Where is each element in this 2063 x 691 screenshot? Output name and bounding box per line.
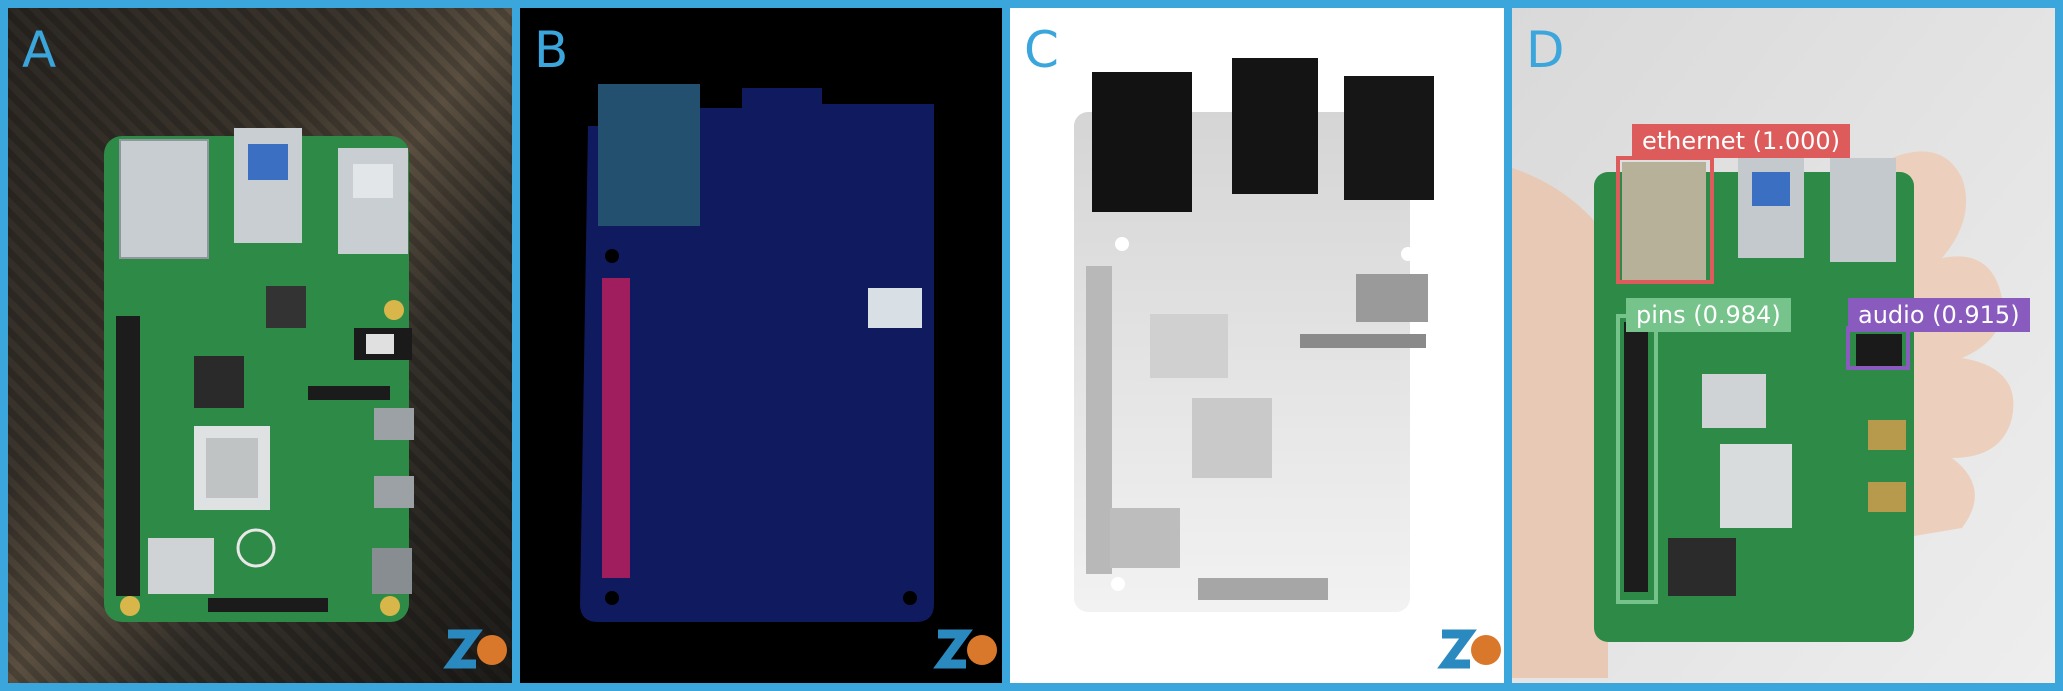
panel-a-render: A: [0, 0, 522, 691]
pcb-board: [104, 128, 414, 622]
watermark-logo: [933, 629, 997, 669]
panel-b-segmentation: B: [512, 0, 1012, 691]
ethernet-label: ethernet (1.000): [1632, 124, 1851, 158]
watermark-logo: [443, 629, 507, 669]
segmentation-audio: [868, 288, 922, 328]
pins-label: pins (0.984): [1626, 298, 1791, 332]
detection-photo: [1512, 8, 2055, 683]
audio-label: audio (0.915): [1848, 298, 2030, 332]
panel-label: C: [1024, 21, 1059, 79]
segmentation-ethernet: [598, 84, 700, 226]
panel-label: A: [22, 21, 57, 79]
panel-d-detection: D ethernet (1.000) pins (0.984) audio (0…: [1504, 0, 2063, 691]
panel-c-depth: C: [1002, 0, 1514, 691]
ethernet-box: [1616, 156, 1714, 284]
panel-label: B: [534, 21, 569, 79]
segmentation-image: [520, 8, 1004, 683]
render-image: [8, 8, 514, 683]
segmentation-pins: [602, 278, 630, 578]
panel-label: D: [1526, 21, 1565, 79]
depth-image: [1010, 8, 1506, 683]
watermark-logo: [1437, 629, 1501, 669]
